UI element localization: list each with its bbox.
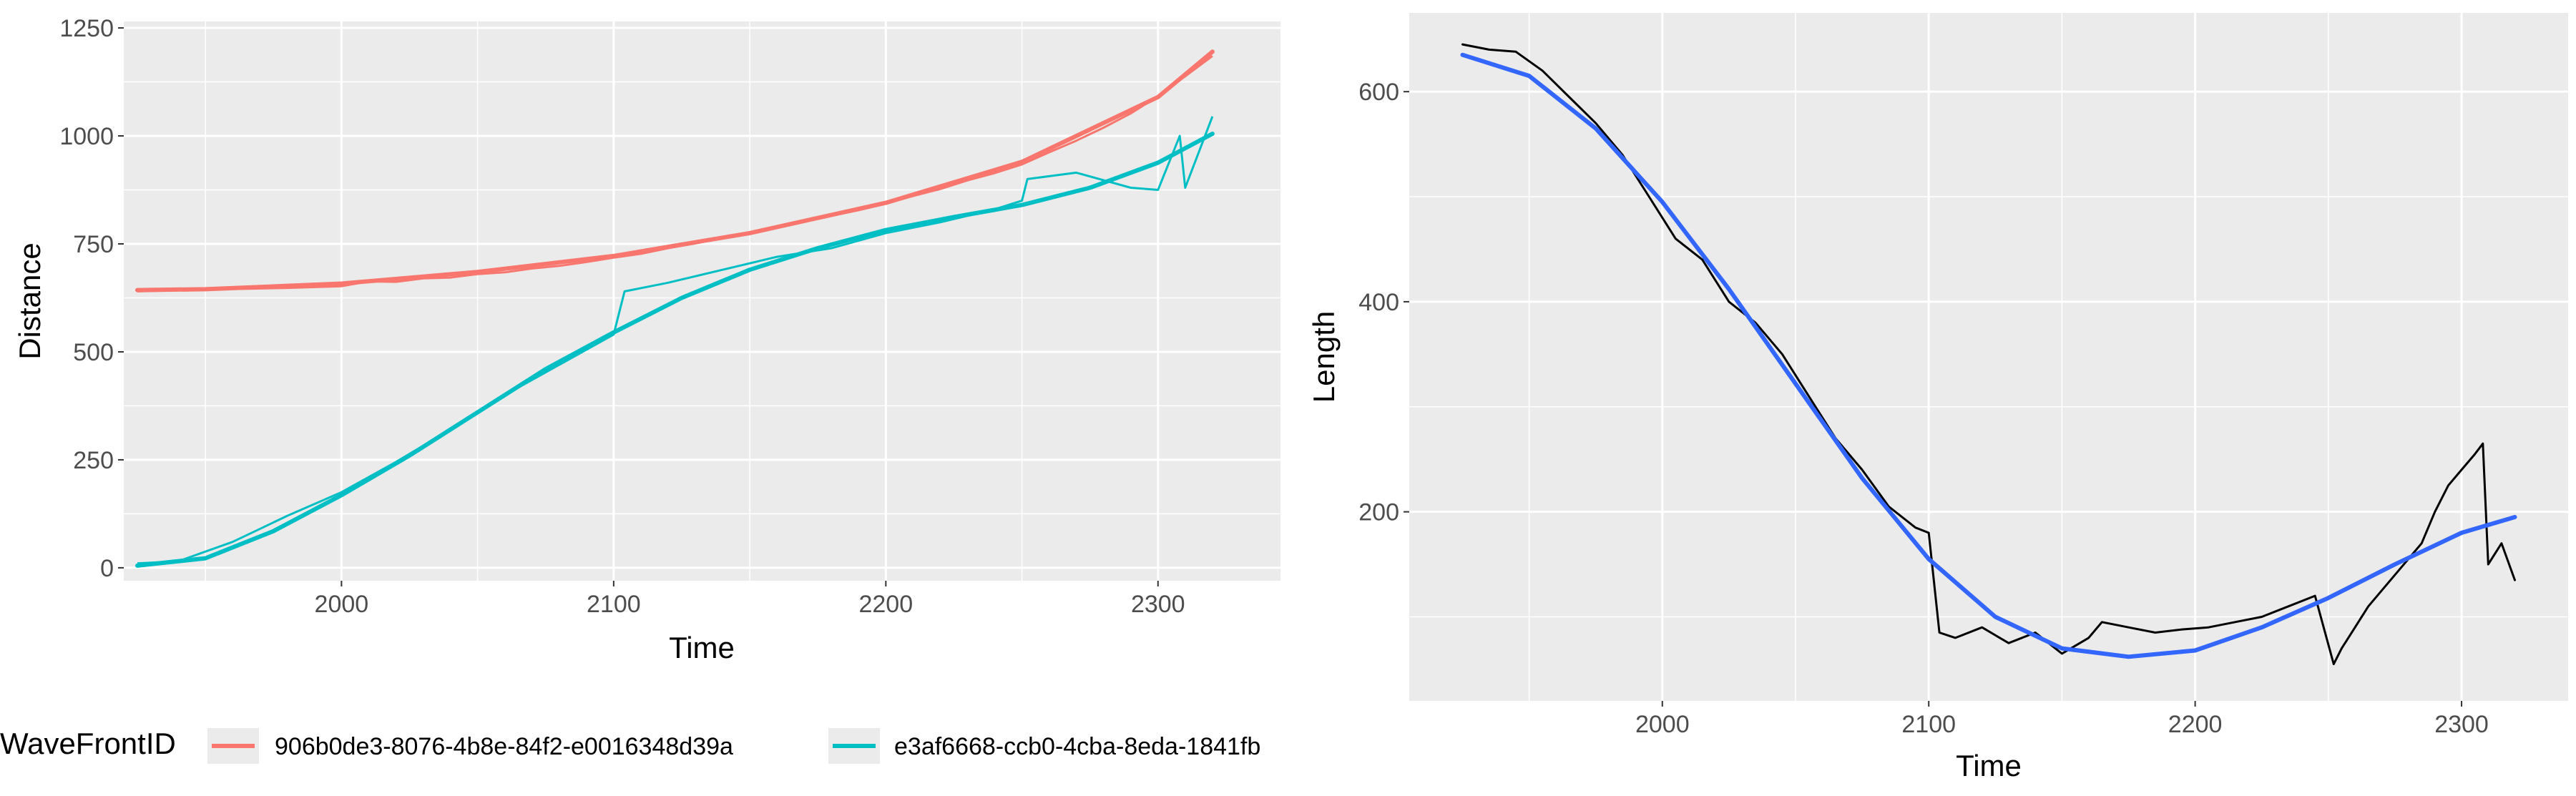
legend-label-1: 906b0de3-8076-4b8e-84f2-e0016348d39a — [275, 733, 733, 760]
right-series-lines — [1460, 43, 2517, 666]
right-y-axis-title: Length — [1307, 311, 1341, 403]
legend: WaveFrontID 906b0de3-8076-4b8e-84f2-e001… — [0, 727, 1260, 764]
right-x-tick-labels: 2000 2100 2200 2300 — [1635, 701, 2489, 738]
x-tick-label: 2300 — [1131, 591, 1185, 618]
y-tick-label: 250 — [73, 447, 114, 474]
x-tick-label: 2100 — [1901, 711, 1956, 738]
x-tick-label: 2200 — [2168, 711, 2223, 738]
left-y-tick-labels: 0 250 500 750 1000 1250 — [59, 15, 124, 582]
legend-item-1: 906b0de3-8076-4b8e-84f2-e0016348d39a — [207, 728, 733, 764]
right-plot-background — [1409, 13, 2568, 701]
x-tick-label: 2200 — [858, 591, 913, 618]
x-tick-label: 2000 — [1635, 711, 1690, 738]
y-tick-label: 200 — [1358, 499, 1399, 526]
right-x-axis-title: Time — [1956, 749, 2022, 782]
y-tick-label: 750 — [73, 231, 114, 258]
x-tick-label: 2000 — [315, 591, 369, 618]
left-gridlines — [124, 21, 1280, 581]
series-1-smooth-line — [135, 49, 1215, 293]
x-tick-label: 2300 — [2434, 711, 2489, 738]
series-2-raw-line — [137, 116, 1214, 565]
left-x-axis-title: Time — [669, 631, 735, 664]
y-tick-label: 500 — [73, 339, 114, 366]
y-tick-label: 1250 — [59, 15, 114, 42]
y-tick-label: 0 — [100, 555, 114, 582]
left-x-tick-labels: 2000 2100 2200 2300 — [315, 581, 1185, 618]
length-chart: 2000 2100 2200 2300 200 400 600 Time Length — [1307, 13, 2568, 782]
y-tick-label: 600 — [1358, 79, 1399, 106]
legend-item-2: e3af6668-ccb0-4cba-8eda-1841fb — [828, 728, 1260, 764]
smooth-length-line — [1460, 52, 2517, 659]
legend-title: WaveFrontID — [0, 727, 176, 760]
left-plot-background — [124, 21, 1280, 581]
right-y-tick-labels: 200 400 600 — [1358, 79, 1409, 526]
x-tick-label: 2100 — [587, 591, 641, 618]
raw-length-line — [1461, 43, 2516, 666]
right-gridlines — [1409, 13, 2568, 701]
y-tick-label: 400 — [1358, 289, 1399, 316]
left-y-axis-title: Distance — [13, 242, 46, 359]
y-tick-label: 1000 — [59, 123, 114, 150]
legend-label-2: e3af6668-ccb0-4cba-8eda-1841fb — [894, 733, 1260, 760]
left-series-lines — [135, 49, 1215, 568]
distance-chart: 2000 2100 2200 2300 0 250 500 750 1000 1250 Time… — [13, 15, 1280, 664]
series-2-smooth-line — [135, 132, 1215, 568]
